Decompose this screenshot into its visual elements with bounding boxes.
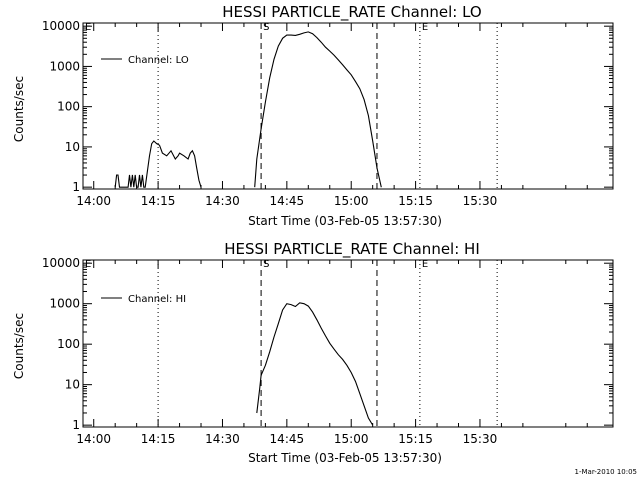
- y-tick-label: 1000: [49, 297, 80, 311]
- x-tick-label: 15:15: [398, 194, 433, 208]
- panel-channel-lo: HESSI PARTICLE_RATE Channel: LO Counts/s…: [12, 3, 614, 228]
- x-tick-label: 14:30: [205, 432, 240, 446]
- x-tick-label: 14:15: [141, 432, 176, 446]
- y-tick-label: 100: [57, 337, 80, 351]
- y-tick-label: 10000: [42, 19, 80, 33]
- marker-label: E: [85, 259, 91, 270]
- y-tick-label: 100: [57, 100, 80, 114]
- y-tick-label: 1: [72, 180, 80, 194]
- x-tick-label: 14:15: [141, 194, 176, 208]
- y-tick-label: 1000: [49, 59, 80, 73]
- y-tick-label: 1: [72, 418, 80, 432]
- y-tick-label: 10: [65, 140, 80, 154]
- marker-label: E: [422, 259, 428, 270]
- plot-frame: [82, 259, 614, 428]
- legend: Channel: LO: [101, 55, 189, 66]
- y-axis-label: Counts/sec: [12, 76, 26, 142]
- x-tick-label: 15:30: [463, 194, 498, 208]
- x-tick-label: 15:15: [398, 432, 433, 446]
- series-line: [256, 302, 374, 426]
- marker-label: S: [263, 259, 269, 270]
- x-tick-label: 14:00: [76, 194, 111, 208]
- x-tick-label: 15:30: [463, 432, 498, 446]
- marker-label: E: [422, 22, 428, 33]
- x-tick-label: 14:00: [76, 432, 111, 446]
- x-tick-label: 15:00: [334, 432, 369, 446]
- legend-entry: Channel: HI: [128, 294, 186, 305]
- x-tick-label: 14:45: [270, 194, 305, 208]
- legend-entry: Channel: LO: [128, 55, 189, 66]
- marker-label: S: [263, 22, 269, 33]
- chart-title: HESSI PARTICLE_RATE Channel: HI: [224, 240, 480, 259]
- footer-timestamp: 1-Mar-2010 10:05: [575, 468, 637, 476]
- x-tick-label: 14:30: [205, 194, 240, 208]
- series-line: [254, 31, 382, 188]
- series-line: [114, 140, 202, 188]
- x-axis-label: Start Time (03-Feb-05 13:57:30): [248, 214, 442, 228]
- y-axis-label: Counts/sec: [12, 313, 26, 379]
- y-tick-label: 10000: [42, 256, 80, 270]
- x-tick-label: 14:45: [270, 432, 305, 446]
- x-axis-label: Start Time (03-Feb-05 13:57:30): [248, 451, 442, 465]
- legend: Channel: HI: [101, 294, 186, 305]
- marker-label: E: [85, 22, 91, 33]
- x-tick-label: 15:00: [334, 194, 369, 208]
- panel-channel-hi: HESSI PARTICLE_RATE Channel: HI Counts/s…: [12, 240, 614, 465]
- chart-title: HESSI PARTICLE_RATE Channel: LO: [222, 3, 481, 22]
- y-tick-label: 10: [65, 378, 80, 392]
- plot-frame: [82, 22, 614, 190]
